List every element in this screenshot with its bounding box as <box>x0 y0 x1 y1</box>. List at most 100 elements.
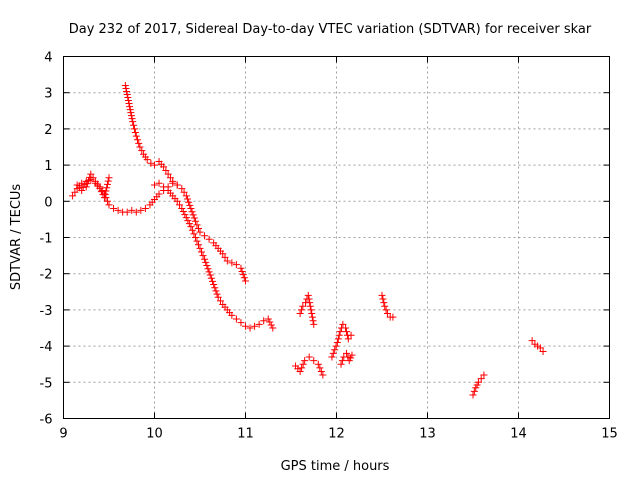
data-point <box>191 234 199 241</box>
data-point <box>232 315 240 323</box>
data-point-fill <box>193 237 201 245</box>
data-point-fill <box>470 387 478 395</box>
data-point <box>381 302 389 310</box>
data-point <box>331 346 339 354</box>
data-point <box>155 179 163 187</box>
data-point-fill <box>79 183 87 191</box>
data-point <box>96 185 104 193</box>
x-tick-label: 9 <box>59 427 67 442</box>
data-point-fill <box>126 106 134 114</box>
data-point-fill <box>203 262 211 270</box>
data-point <box>178 205 186 213</box>
data-point-fill <box>130 121 138 129</box>
data-point <box>125 100 133 108</box>
data-point <box>210 281 218 289</box>
data-point <box>147 159 155 167</box>
data-point <box>196 228 204 236</box>
data-point <box>201 232 209 240</box>
data-point-fill <box>308 313 316 321</box>
x-tick-label: 10 <box>146 427 163 442</box>
y-tick-label: 4 <box>44 51 52 66</box>
x-tick-label: 14 <box>510 427 527 442</box>
data-point-fill <box>190 214 198 222</box>
data-point-fill <box>308 310 316 318</box>
data-point-fill <box>124 97 132 105</box>
data-point-fill <box>306 299 314 307</box>
data-point <box>296 367 304 375</box>
data-point-fill <box>190 230 198 238</box>
data-point <box>342 324 350 332</box>
data-point-fill <box>202 258 210 266</box>
data-point <box>378 291 386 299</box>
data-point-fill <box>130 125 138 133</box>
data-point-fill <box>209 277 217 285</box>
data-point-fill <box>162 167 170 175</box>
data-point-fill <box>213 290 221 298</box>
data-point-fill <box>198 248 206 256</box>
data-point-fill <box>343 328 351 336</box>
data-point <box>260 317 268 325</box>
data-point <box>173 181 181 189</box>
data-point-fill <box>211 284 219 292</box>
data-point <box>205 268 213 276</box>
data-point <box>528 337 536 345</box>
data-point-fill <box>297 306 305 314</box>
data-point <box>474 378 482 386</box>
data-point-fill <box>189 211 197 219</box>
data-point <box>383 310 391 318</box>
data-point-fill <box>138 147 146 155</box>
data-point <box>105 174 113 182</box>
data-point <box>69 192 77 200</box>
data-point <box>141 205 149 213</box>
data-point-fill <box>103 184 111 192</box>
data-point-fill <box>183 195 191 203</box>
data-point <box>228 311 236 319</box>
chart-title: Day 232 of 2017, Sidereal Day-to-day VTE… <box>69 22 592 37</box>
x-tick-label: 11 <box>237 427 254 442</box>
data-point-fill <box>380 299 388 307</box>
data-point-fill <box>266 318 274 326</box>
y-axis-label: SDTVAR / TECUs <box>9 184 24 291</box>
data-point <box>264 315 272 323</box>
data-point <box>151 181 158 189</box>
data-point <box>339 320 347 328</box>
data-point <box>232 261 240 269</box>
data-point-fill <box>185 198 193 206</box>
data-point-fill <box>134 136 142 144</box>
data-point-fill <box>126 103 134 111</box>
data-point <box>469 391 477 399</box>
data-point-fill <box>379 295 387 303</box>
data-point-fill <box>207 274 215 282</box>
data-point <box>310 320 318 328</box>
data-point <box>187 223 195 231</box>
data-point-fill <box>127 109 135 117</box>
data-point <box>299 302 307 310</box>
data-point-fill <box>124 94 132 102</box>
data-point-fill <box>206 271 214 279</box>
data-point <box>337 360 345 368</box>
data-point-fill <box>176 201 184 209</box>
data-point <box>178 185 186 193</box>
data-point-fill <box>127 112 135 120</box>
y-tick-label: -1 <box>40 232 53 247</box>
data-point-fill <box>382 306 390 314</box>
data-point-fill <box>194 224 202 232</box>
data-point <box>187 205 195 213</box>
data-point <box>304 291 312 299</box>
data-point <box>121 81 129 89</box>
x-tick-label: 13 <box>419 427 436 442</box>
x-tick-label: 12 <box>328 427 345 442</box>
data-point <box>336 328 344 336</box>
data-point <box>223 257 231 265</box>
data-point-fill <box>101 190 109 198</box>
data-point <box>136 143 144 151</box>
data-point <box>82 177 90 185</box>
data-point-fill <box>103 197 111 205</box>
y-tick-label: 1 <box>44 159 52 174</box>
data-point-fill <box>179 208 187 216</box>
data-point <box>251 322 259 330</box>
data-point <box>333 338 341 346</box>
data-point-fill <box>123 91 131 99</box>
data-point <box>301 357 309 365</box>
